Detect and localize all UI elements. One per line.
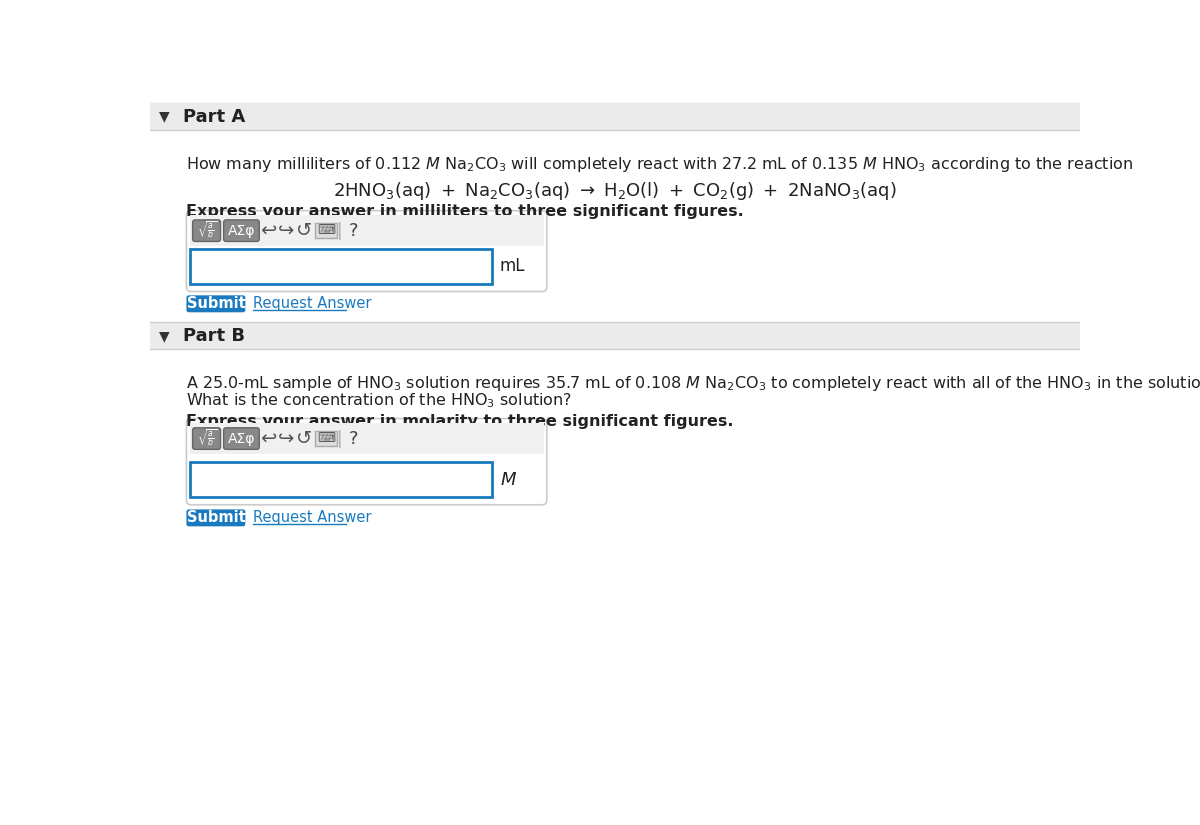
Text: ⌨: ⌨ <box>317 224 335 237</box>
Text: Submit: Submit <box>186 296 245 311</box>
Text: Request Answer: Request Answer <box>253 511 372 526</box>
Bar <box>190 215 544 246</box>
Text: Part A: Part A <box>182 108 245 125</box>
Text: |: | <box>337 430 343 448</box>
Bar <box>190 423 544 454</box>
Text: Express your answer in molarity to three significant figures.: Express your answer in molarity to three… <box>186 414 734 429</box>
Bar <box>190 249 492 284</box>
FancyBboxPatch shape <box>223 428 259 450</box>
Text: Submit: Submit <box>186 511 245 526</box>
Text: ↪: ↪ <box>277 221 294 240</box>
Bar <box>316 431 337 446</box>
FancyBboxPatch shape <box>186 509 245 526</box>
Text: ▼: ▼ <box>158 329 169 343</box>
Text: ?: ? <box>349 430 359 448</box>
FancyBboxPatch shape <box>186 295 245 313</box>
Text: Express your answer in milliliters to three significant figures.: Express your answer in milliliters to th… <box>186 205 744 219</box>
Text: $M$: $M$ <box>499 471 516 488</box>
Text: ↩: ↩ <box>260 221 277 240</box>
Text: ↺: ↺ <box>296 221 312 240</box>
Text: AΣφ: AΣφ <box>228 224 256 238</box>
Text: ⌨: ⌨ <box>317 432 335 445</box>
FancyBboxPatch shape <box>186 210 547 291</box>
FancyBboxPatch shape <box>223 220 259 242</box>
Bar <box>190 463 492 497</box>
FancyBboxPatch shape <box>186 418 547 505</box>
Text: ↪: ↪ <box>277 429 294 448</box>
Text: $2\mathrm{HNO_3(aq)}\ +\ \mathrm{Na_2CO_3(aq)}\ \rightarrow\ \mathrm{H_2O(l)}\ +: $2\mathrm{HNO_3(aq)}\ +\ \mathrm{Na_2CO_… <box>334 180 896 202</box>
Text: What is the concentration of the HNO$_3$ solution?: What is the concentration of the HNO$_3$… <box>186 391 572 409</box>
Bar <box>150 323 1080 349</box>
Text: Part B: Part B <box>182 328 245 345</box>
Text: ▼: ▼ <box>158 110 169 124</box>
Text: Request Answer: Request Answer <box>253 296 372 311</box>
Text: |: | <box>337 222 343 240</box>
Text: AΣφ: AΣφ <box>228 431 256 446</box>
Text: A 25.0-mL sample of HNO$_3$ solution requires 35.7 mL of 0.108 $M$ Na$_2$CO$_3$ : A 25.0-mL sample of HNO$_3$ solution req… <box>186 374 1200 393</box>
Text: mL: mL <box>499 257 526 276</box>
Text: $\sqrt{\frac{a}{b}}$: $\sqrt{\frac{a}{b}}$ <box>197 428 217 449</box>
Text: How many milliliters of 0.112 $M$ Na$_2$CO$_3$ will completely react with 27.2 m: How many milliliters of 0.112 $M$ Na$_2$… <box>186 155 1134 174</box>
FancyBboxPatch shape <box>193 428 221 450</box>
Text: $\sqrt{\frac{a}{b}}$: $\sqrt{\frac{a}{b}}$ <box>197 220 217 241</box>
Bar <box>150 103 1080 130</box>
FancyBboxPatch shape <box>193 220 221 242</box>
Text: ↩: ↩ <box>260 429 277 448</box>
Text: ↺: ↺ <box>296 429 312 448</box>
Text: ?: ? <box>349 222 359 240</box>
Bar <box>316 223 337 238</box>
